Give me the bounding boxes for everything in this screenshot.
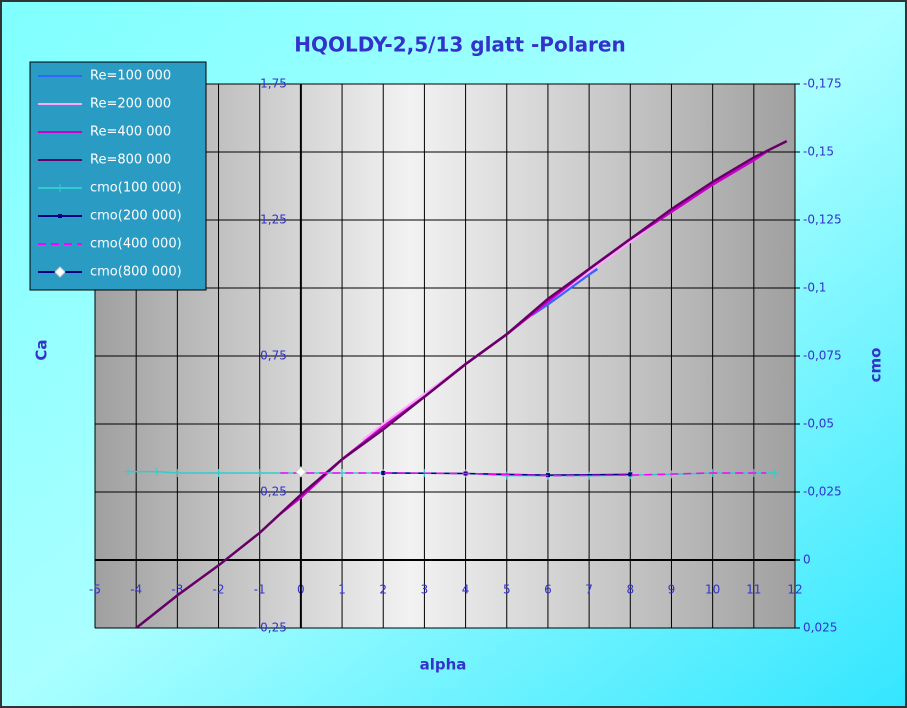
x-tick-label: 4 [462,583,470,597]
y2-tick-label: 0 [803,553,811,567]
x-tick-label: 9 [668,583,676,597]
marker [54,266,66,278]
y-tick-label: 0,75 [260,349,287,363]
y-tick-label: 0,25 [260,485,287,499]
marker [56,184,64,192]
x-tick-label: -1 [254,583,266,597]
x-tick-label: 6 [544,583,552,597]
y2-axis-label: cmo [867,348,885,383]
legend-label: cmo(100 000) [90,181,182,196]
x-axis-label: alpha [420,656,467,674]
legend-label: Re=100 000 [90,69,171,84]
marker [152,467,161,476]
marker [173,468,182,477]
x-tick-label: 2 [379,583,387,597]
y2-tick-label: -0,025 [803,485,842,499]
marker [295,466,307,478]
y2-tick-label: -0,1 [803,281,826,295]
x-tick-label: -4 [130,583,142,597]
series-line [135,139,788,629]
marker [214,468,223,477]
x-tick-label: 7 [585,583,593,597]
legend-label: Re=400 000 [90,125,171,140]
y2-tick-label: -0,05 [803,417,834,431]
x-tick-label: -2 [213,583,225,597]
marker [123,467,132,476]
legend-label: Re=200 000 [90,97,171,112]
x-tick-label: 11 [746,583,761,597]
marker [255,468,264,477]
chart-title: HQOLDY-2,5/13 glatt -Polaren [294,33,625,57]
series-line [530,267,599,317]
marker [628,472,633,477]
y-tick-label: 1,75 [260,77,287,91]
legend-label: cmo(200 000) [90,209,182,224]
legend-label: cmo(800 000) [90,265,182,280]
legend-label: Re=800 000 [90,153,171,168]
x-tick-label: 5 [503,583,511,597]
y2-tick-label: -0,175 [803,77,842,91]
y2-tick-label: -0,075 [803,349,842,363]
x-tick-label: 8 [626,583,634,597]
y-axis-label: Ca [33,339,51,360]
x-tick-label: 1 [338,583,346,597]
y-tick-label: 1,25 [260,213,287,227]
legend-label: cmo(400 000) [90,237,182,252]
marker [770,468,779,477]
y2-tick-label: 0,025 [803,621,837,635]
y-tick-label: -0,25 [256,621,287,635]
legend [29,61,207,291]
x-tick-label: -3 [171,583,183,597]
marker [502,471,511,480]
x-tick-label: 3 [421,583,429,597]
x-tick-label: 10 [705,583,720,597]
y2-tick-label: -0,15 [803,145,834,159]
marker [381,470,386,475]
series-line [280,472,767,477]
y2-tick-label: -0,125 [803,213,842,227]
marker [58,214,62,218]
x-tick-label: -5 [89,583,101,597]
